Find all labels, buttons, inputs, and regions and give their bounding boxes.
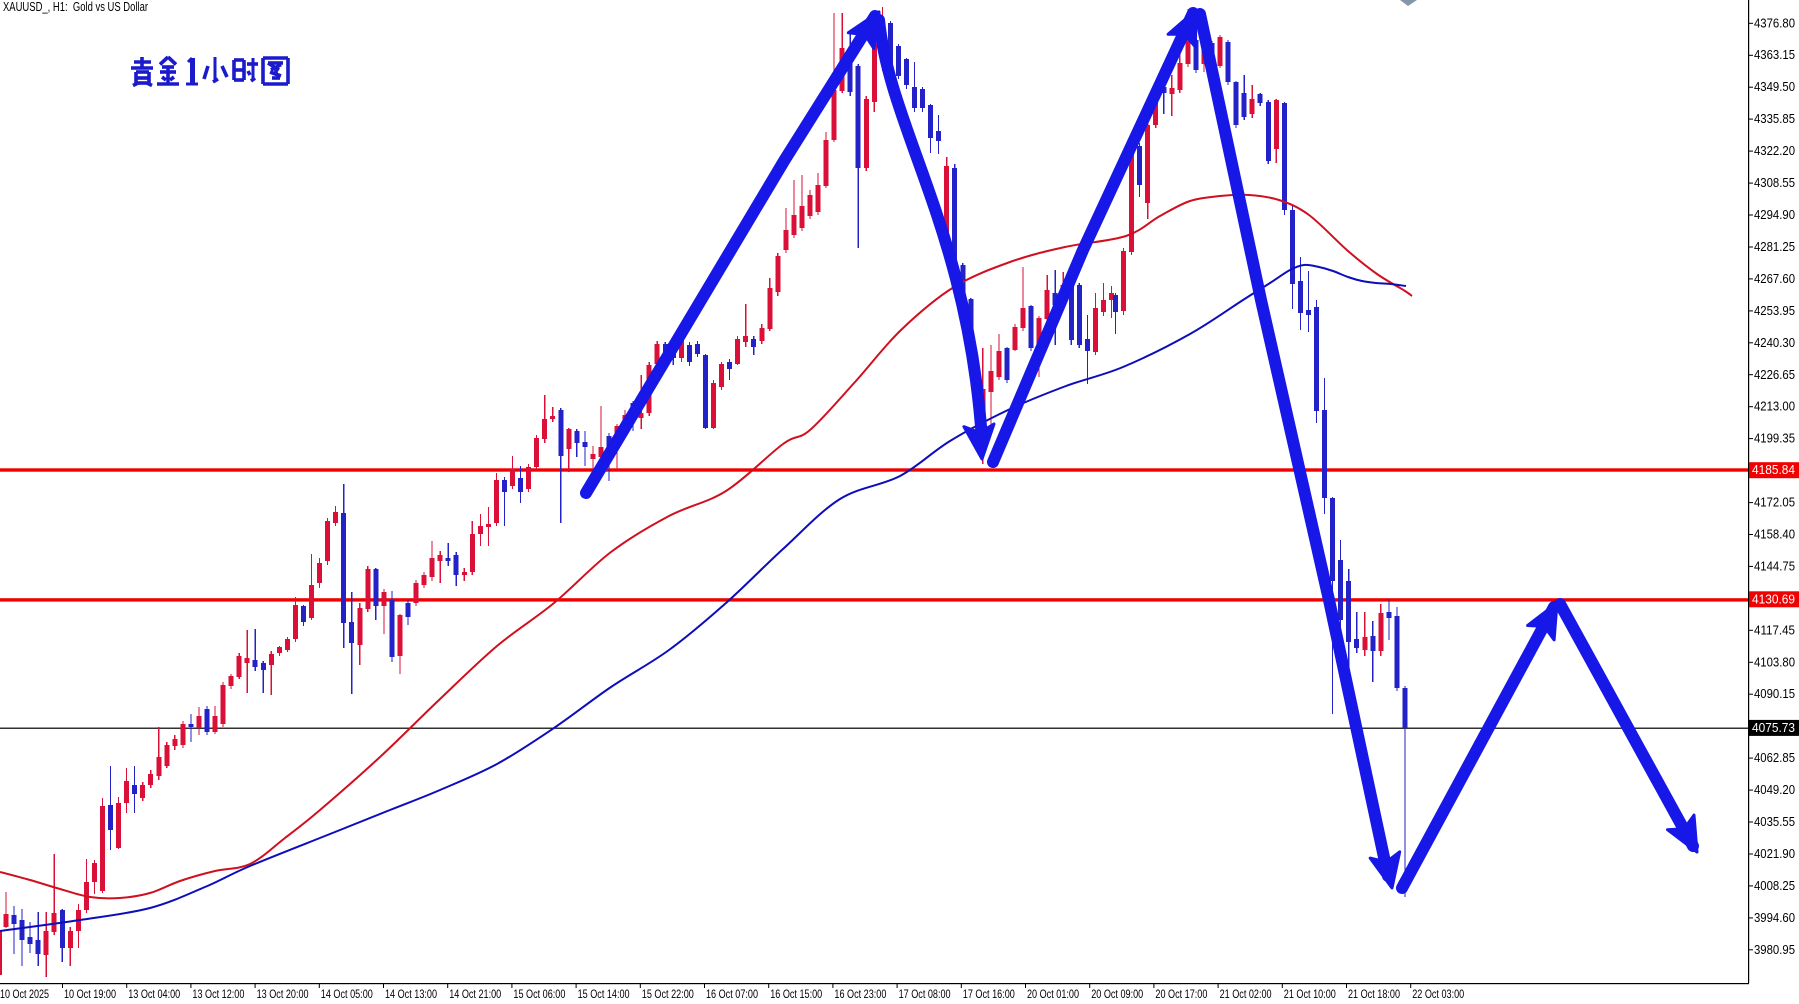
svg-text:4294.90: 4294.90 [1754, 208, 1795, 222]
svg-text:4335.85: 4335.85 [1754, 112, 1795, 126]
svg-text:4322.20: 4322.20 [1754, 144, 1795, 158]
svg-text:22 Oct 03:00: 22 Oct 03:00 [1412, 987, 1464, 1001]
svg-text:16 Oct 15:00: 16 Oct 15:00 [770, 987, 822, 1001]
svg-text:13 Oct 20:00: 13 Oct 20:00 [257, 987, 309, 1001]
svg-text:4021.90: 4021.90 [1754, 847, 1795, 861]
svg-text:4144.75: 4144.75 [1754, 559, 1795, 573]
svg-text:16 Oct 07:00: 16 Oct 07:00 [706, 987, 758, 1001]
svg-text:4363.15: 4363.15 [1754, 48, 1795, 62]
svg-text:4281.25: 4281.25 [1754, 240, 1795, 254]
svg-text:4008.25: 4008.25 [1754, 879, 1795, 893]
svg-text:13 Oct 12:00: 13 Oct 12:00 [192, 987, 244, 1001]
svg-text:4158.40: 4158.40 [1754, 528, 1795, 542]
svg-text:20 Oct 01:00: 20 Oct 01:00 [1027, 987, 1079, 1001]
svg-text:17 Oct 16:00: 17 Oct 16:00 [963, 987, 1015, 1001]
svg-text:4240.30: 4240.30 [1754, 336, 1795, 350]
svg-text:4049.20: 4049.20 [1754, 783, 1795, 797]
svg-text:14 Oct 05:00: 14 Oct 05:00 [321, 987, 373, 1001]
svg-text:15 Oct 14:00: 15 Oct 14:00 [578, 987, 630, 1001]
svg-text:XAUUSD_, H1: Gold vs US Dolla: XAUUSD_, H1: Gold vs US Dollar [3, 0, 148, 14]
svg-text:21 Oct 02:00: 21 Oct 02:00 [1220, 987, 1272, 1001]
svg-text:20 Oct 09:00: 20 Oct 09:00 [1091, 987, 1143, 1001]
svg-text:4172.05: 4172.05 [1754, 496, 1795, 510]
svg-text:4062.85: 4062.85 [1754, 751, 1795, 765]
svg-text:17 Oct 08:00: 17 Oct 08:00 [899, 987, 951, 1001]
svg-text:4035.55: 4035.55 [1754, 815, 1795, 829]
svg-text:4349.50: 4349.50 [1754, 80, 1795, 94]
svg-text:13 Oct 04:00: 13 Oct 04:00 [128, 987, 180, 1001]
svg-text:4075.73: 4075.73 [1752, 721, 1795, 735]
svg-text:16 Oct 23:00: 16 Oct 23:00 [834, 987, 886, 1001]
svg-text:14 Oct 13:00: 14 Oct 13:00 [385, 987, 437, 1001]
svg-text:4199.35: 4199.35 [1754, 432, 1795, 446]
svg-text:4090.15: 4090.15 [1754, 687, 1795, 701]
svg-text:4308.55: 4308.55 [1754, 176, 1795, 190]
svg-text:4130.69: 4130.69 [1752, 592, 1795, 606]
svg-text:20 Oct 17:00: 20 Oct 17:00 [1155, 987, 1207, 1001]
svg-text:15 Oct 06:00: 15 Oct 06:00 [513, 987, 565, 1001]
svg-text:21 Oct 10:00: 21 Oct 10:00 [1284, 987, 1336, 1001]
svg-text:3994.60: 3994.60 [1754, 911, 1795, 925]
svg-text:10 Oct 19:00: 10 Oct 19:00 [64, 987, 116, 1001]
svg-text:3980.95: 3980.95 [1754, 943, 1795, 957]
svg-text:4376.80: 4376.80 [1754, 16, 1795, 30]
svg-text:4117.45: 4117.45 [1754, 623, 1795, 637]
svg-text:4253.95: 4253.95 [1754, 304, 1795, 318]
svg-text:4267.60: 4267.60 [1754, 272, 1795, 286]
svg-text:10 Oct 2025: 10 Oct 2025 [0, 987, 49, 1001]
svg-text:4226.65: 4226.65 [1754, 368, 1795, 382]
svg-text:15 Oct 22:00: 15 Oct 22:00 [642, 987, 694, 1001]
svg-text:21 Oct 18:00: 21 Oct 18:00 [1348, 987, 1400, 1001]
svg-text:14 Oct 21:00: 14 Oct 21:00 [449, 987, 501, 1001]
svg-text:4185.84: 4185.84 [1752, 463, 1795, 477]
svg-text:4103.80: 4103.80 [1754, 655, 1795, 669]
svg-text:4213.00: 4213.00 [1754, 400, 1795, 414]
